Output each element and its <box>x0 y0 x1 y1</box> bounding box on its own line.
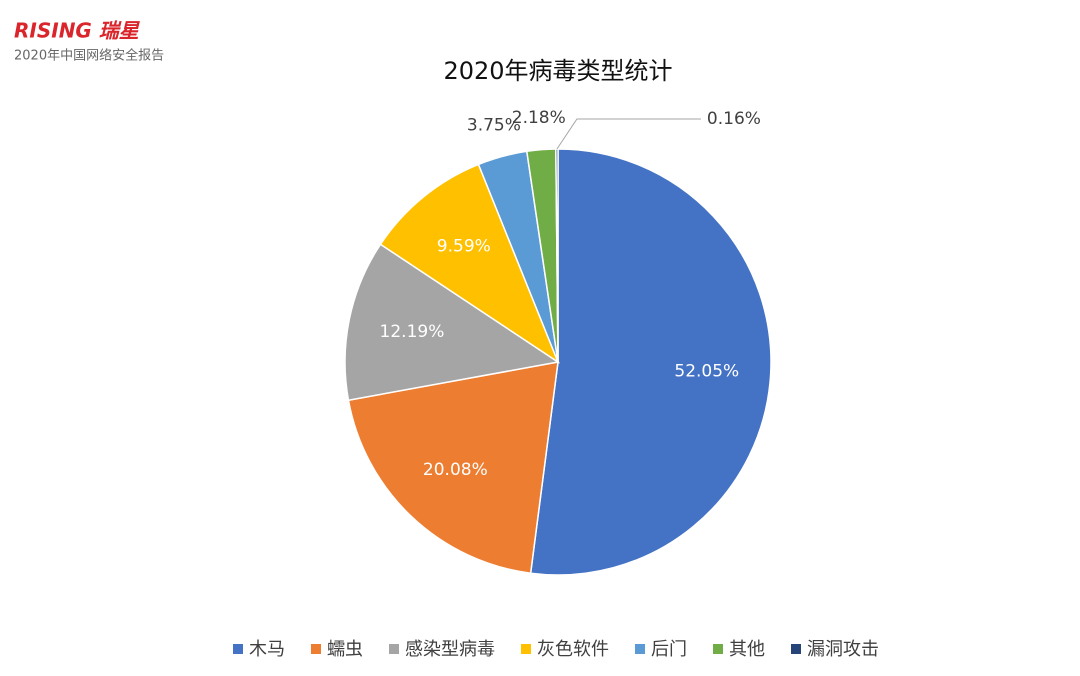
legend-swatch <box>635 644 645 654</box>
legend-label: 灰色软件 <box>537 639 609 660</box>
legend: 木马 蠕虫 感染型病毒 灰色软件 后门 其他 漏洞攻击 <box>233 639 879 660</box>
legend-swatch <box>233 644 243 654</box>
pie-slice <box>344 243 560 402</box>
pie-slice <box>379 163 560 364</box>
data-label: 12.19% <box>380 322 445 342</box>
legend-label: 后门 <box>651 639 687 660</box>
pie-slice <box>529 148 772 576</box>
logo: RISING 瑞星 <box>14 19 141 43</box>
data-label: 3.75% <box>467 116 521 136</box>
legend-swatch <box>713 644 723 654</box>
pie-slice <box>347 361 559 575</box>
legend-label: 感染型病毒 <box>405 639 495 660</box>
data-label: 9.59% <box>437 236 491 256</box>
legend-swatch <box>791 644 801 654</box>
legend-label: 漏洞攻击 <box>807 639 879 660</box>
data-label: 52.05% <box>674 362 739 382</box>
report-name: 2020年中国网络安全报告 <box>14 48 164 64</box>
data-label: 20.08% <box>423 460 488 480</box>
legend-swatch <box>389 644 399 654</box>
legend-swatch <box>311 644 321 654</box>
legend-swatch <box>521 644 531 654</box>
legend-label: 其他 <box>729 639 765 660</box>
legend-label: 木马 <box>249 639 285 660</box>
legend-label: 蠕虫 <box>327 639 363 660</box>
data-label: 2.18% <box>512 108 566 128</box>
chart-title: 2020年病毒类型统计 <box>443 57 672 85</box>
leader-line <box>556 118 701 150</box>
data-label: 0.16% <box>707 109 761 129</box>
